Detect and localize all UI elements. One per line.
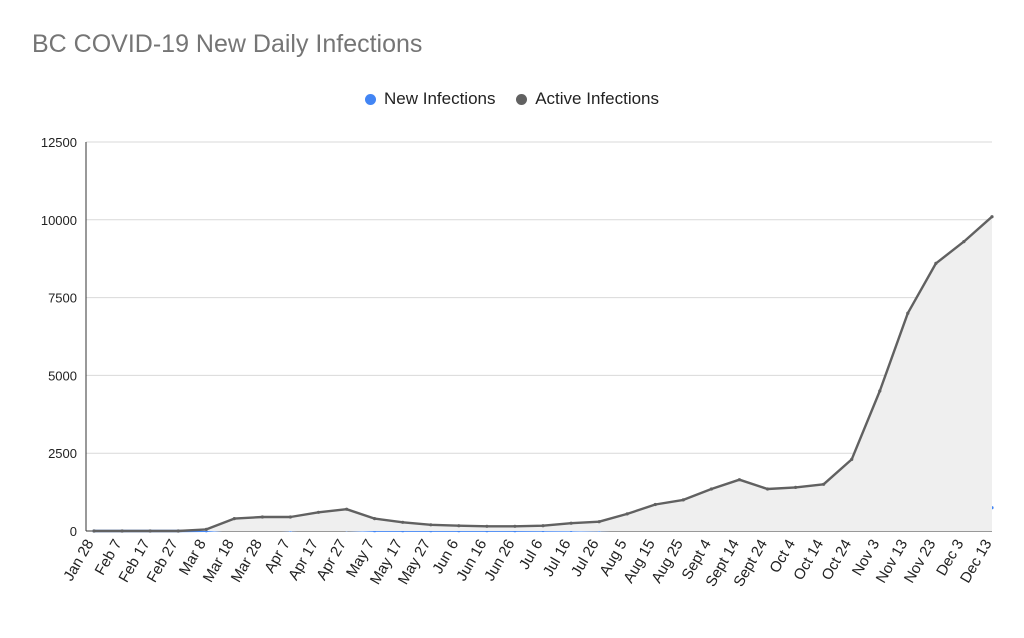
point-active-infections-24 [765,487,770,491]
y-tick-label-0: 0 [70,524,77,539]
point-active-infections-25 [794,485,798,489]
point-active-infections-12 [429,523,433,527]
legend-label-active-infections: Active Infections [535,89,659,108]
y-tick-label-5000: 5000 [48,368,77,383]
point-active-infections-20 [653,502,657,507]
point-active-infections-5 [232,517,236,521]
x-tick-label-18: Jul 26 [568,537,603,580]
point-active-infections-28 [878,389,882,393]
point-active-infections-17 [569,521,573,525]
point-active-infections-26 [822,482,826,486]
legend-item-active-infections[interactable]: Active Infections [516,89,659,109]
point-active-infections-6 [260,515,264,519]
point-active-infections-4 [204,527,208,532]
point-active-infections-10 [373,517,377,521]
point-active-infections-18 [597,520,601,524]
point-active-infections-21 [681,498,685,502]
legend-swatch-active-infections [516,93,528,105]
y-tick-label-12500: 12500 [41,135,77,150]
y-tick-label-2500: 2500 [48,446,77,461]
point-active-infections-13 [457,524,461,528]
series-area-active-infections [94,216,992,531]
y-tick-label-7500: 7500 [48,291,77,306]
point-active-infections-11 [401,520,405,524]
legend-item-new-infections[interactable]: New Infections [364,89,496,109]
point-active-infections-29 [906,311,910,315]
point-active-infections-15 [513,524,517,528]
point-active-infections-1 [120,529,124,533]
x-tick-label-0: Jan 28 [60,537,97,585]
point-active-infections-22 [709,487,714,491]
point-active-infections-0 [92,529,96,533]
legend-swatch-new-infections [364,93,376,105]
point-active-infections-30 [934,261,938,265]
point-active-infections-3 [176,529,180,533]
point-active-infections-31 [962,240,966,244]
point-active-infections-32 [990,215,994,219]
y-tick-label-10000: 10000 [41,213,77,228]
point-active-infections-27 [850,457,854,461]
point-active-infections-2 [148,529,152,533]
point-active-infections-19 [625,512,629,516]
point-active-infections-9 [345,507,349,511]
x-tick-label-17: Jul 16 [540,537,575,580]
point-active-infections-8 [316,510,321,514]
point-active-infections-16 [541,524,545,528]
legend-label-new-infections: New Infections [383,89,496,108]
point-active-infections-7 [288,515,292,519]
chart-legend: New Infections Active Infections [0,89,1024,110]
point-active-infections-23 [737,478,742,482]
point-active-infections-14 [485,524,489,528]
chart-title: BC COVID-19 New Daily Infections [32,30,423,58]
